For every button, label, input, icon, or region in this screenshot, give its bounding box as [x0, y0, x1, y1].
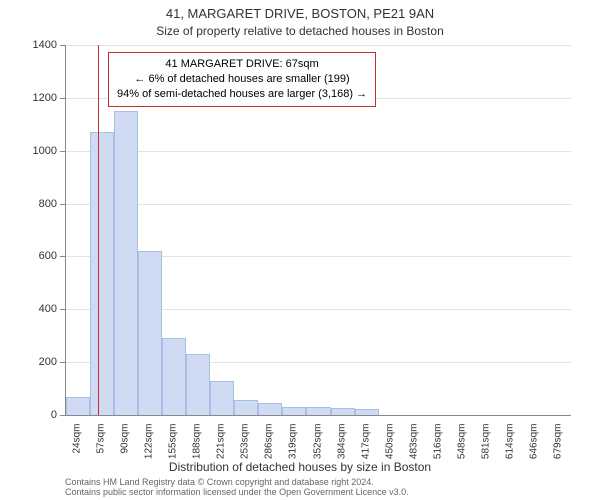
y-tick-mark [60, 362, 65, 363]
grid-line [66, 151, 571, 152]
x-tick-label: 155sqm [168, 424, 179, 464]
y-tick-mark [60, 204, 65, 205]
y-tick-label: 1400 [17, 39, 57, 51]
x-tick-label: 614sqm [504, 424, 515, 464]
histogram-bar [355, 409, 379, 415]
annotation-line: 94% of semi-detached houses are larger (… [117, 87, 367, 102]
x-tick-label: 90sqm [120, 424, 131, 464]
x-tick-label: 352sqm [312, 424, 323, 464]
histogram-bar [306, 407, 330, 415]
y-tick-mark [60, 256, 65, 257]
histogram-bar [186, 354, 210, 415]
histogram-bar [258, 403, 282, 415]
x-tick-label: 581sqm [480, 424, 491, 464]
y-tick-mark [60, 151, 65, 152]
x-tick-label: 548sqm [456, 424, 467, 464]
y-tick-mark [60, 309, 65, 310]
reference-line [98, 45, 99, 415]
y-tick-label: 400 [17, 303, 57, 315]
annotation-line: ← 6% of detached houses are smaller (199… [117, 72, 367, 87]
y-tick-label: 0 [17, 409, 57, 421]
histogram-bar [282, 407, 306, 415]
footer-line1: Contains HM Land Registry data © Crown c… [65, 477, 374, 487]
y-tick-label: 1200 [17, 92, 57, 104]
histogram-bar [66, 397, 90, 416]
chart-title-main: 41, MARGARET DRIVE, BOSTON, PE21 9AN [0, 6, 600, 21]
histogram-bar [162, 338, 186, 415]
y-tick-mark [60, 415, 65, 416]
footer-attribution: Contains HM Land Registry data © Crown c… [65, 478, 409, 498]
x-tick-label: 679sqm [552, 424, 563, 464]
x-tick-label: 188sqm [192, 424, 203, 464]
x-tick-label: 384sqm [336, 424, 347, 464]
x-tick-label: 57sqm [96, 424, 107, 464]
grid-line [66, 204, 571, 205]
x-tick-label: 319sqm [288, 424, 299, 464]
x-tick-label: 221sqm [216, 424, 227, 464]
y-tick-mark [60, 45, 65, 46]
x-tick-label: 483sqm [408, 424, 419, 464]
histogram-bar [138, 251, 162, 415]
x-tick-label: 417sqm [360, 424, 371, 464]
x-tick-label: 450sqm [384, 424, 395, 464]
y-tick-label: 800 [17, 198, 57, 210]
x-tick-label: 24sqm [72, 424, 83, 464]
chart-title-sub: Size of property relative to detached ho… [0, 24, 600, 38]
x-tick-label: 516sqm [432, 424, 443, 464]
y-tick-mark [60, 98, 65, 99]
x-tick-label: 253sqm [240, 424, 251, 464]
y-tick-label: 600 [17, 250, 57, 262]
annotation-line: 41 MARGARET DRIVE: 67sqm [117, 57, 367, 72]
histogram-bar [210, 381, 234, 415]
x-tick-label: 122sqm [144, 424, 155, 464]
x-tick-label: 646sqm [528, 424, 539, 464]
chart-container: 41, MARGARET DRIVE, BOSTON, PE21 9AN Siz… [0, 0, 600, 500]
grid-line [66, 45, 571, 46]
histogram-bar [331, 408, 355, 415]
histogram-bar [90, 132, 114, 415]
histogram-bar [234, 400, 258, 415]
y-tick-label: 200 [17, 356, 57, 368]
x-tick-label: 286sqm [264, 424, 275, 464]
footer-line2: Contains public sector information licen… [65, 487, 409, 497]
histogram-bar [114, 111, 138, 415]
annotation-box: 41 MARGARET DRIVE: 67sqm← 6% of detached… [108, 52, 376, 107]
y-tick-label: 1000 [17, 145, 57, 157]
